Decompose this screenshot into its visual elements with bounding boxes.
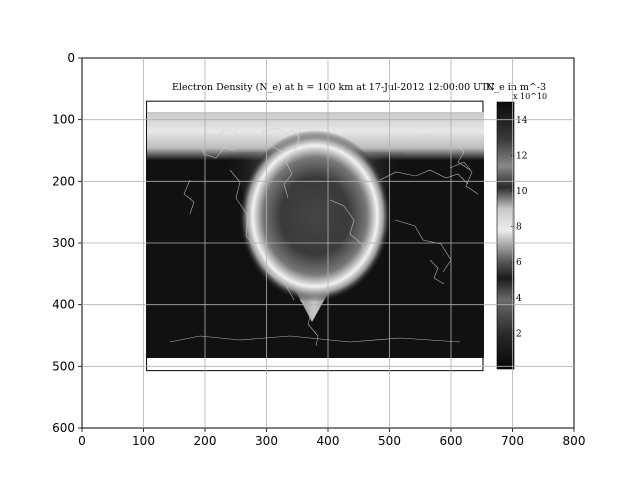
colorbar-tick-label: 12 <box>516 151 527 161</box>
x-tick-label: 400 <box>317 434 340 448</box>
grid-lines <box>82 58 574 428</box>
coastline-11 <box>183 179 195 215</box>
x-tick-label: 100 <box>132 434 155 448</box>
coastline-12 <box>449 161 479 195</box>
coastlines <box>169 127 479 347</box>
colorbar-exponent: x 10^10 <box>513 92 547 101</box>
colorbar-tick-label: 6 <box>516 258 522 268</box>
coastline-3 <box>229 169 295 301</box>
coastline-10 <box>429 259 445 285</box>
y-tick-label: 600 <box>52 421 75 435</box>
x-tick-label: 200 <box>194 434 217 448</box>
y-tick-label: 400 <box>52 298 75 312</box>
y-tick-label: 100 <box>52 113 75 127</box>
colorbar-tick-label: 8 <box>516 223 522 233</box>
x-tick-label: 500 <box>378 434 401 448</box>
coastline-4 <box>329 199 369 261</box>
x-axis: 0 100 200 300 400 500 600 700 800 <box>78 428 585 448</box>
coastline-5 <box>379 169 469 185</box>
y-axis: 0 100 200 300 400 500 600 <box>52 51 82 435</box>
x-tick-label: 300 <box>255 434 278 448</box>
y-tick-label: 500 <box>52 359 75 373</box>
y-tick-label: 300 <box>52 236 75 250</box>
colorbar-tick-label: 2 <box>516 329 522 339</box>
coastline-2 <box>283 127 301 199</box>
colorbar-tick-label: 4 <box>516 294 522 304</box>
colorbar-tick-label: 10 <box>516 187 528 197</box>
coastline-7 <box>394 219 452 273</box>
coastline-6 <box>409 133 471 171</box>
x-tick-label: 700 <box>501 434 524 448</box>
colorbar-tick-label: 14 <box>516 116 528 126</box>
coastline-1 <box>261 127 301 153</box>
x-tick-label: 600 <box>440 434 463 448</box>
map-title: Electron Density (N_e) at h = 100 km at … <box>172 82 495 93</box>
coastline-9 <box>169 335 461 343</box>
y-tick-label: 0 <box>67 51 75 65</box>
coastline-0 <box>199 129 241 159</box>
x-tick-label: 800 <box>563 434 586 448</box>
x-tick-label: 0 <box>78 434 86 448</box>
map-density-oval <box>239 130 391 302</box>
colorbar-label: N_e in m^-3 <box>486 82 546 93</box>
coastline-8 <box>299 299 319 347</box>
y-tick-label: 200 <box>52 174 75 188</box>
colorbar <box>496 101 515 370</box>
